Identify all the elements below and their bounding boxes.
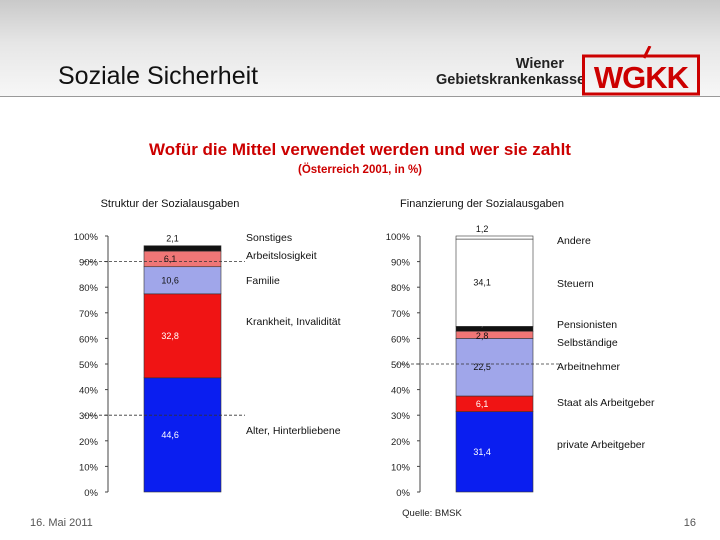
y-tick-label: 20%	[391, 437, 411, 448]
page-number: 16	[683, 517, 696, 529]
y-tick-label: 40%	[79, 386, 99, 397]
y-tick-label: 60%	[391, 334, 411, 345]
series-label: Arbeitnehmer	[557, 361, 621, 373]
y-tick-label: 10%	[391, 462, 411, 473]
bar-segment	[143, 293, 222, 379]
y-tick-label: 70%	[79, 309, 99, 320]
series-label: Sonstiges	[246, 232, 292, 244]
y-tick-label: 30%	[391, 411, 411, 422]
series-label: Pensionisten	[557, 319, 617, 331]
series-label: Andere	[557, 235, 591, 247]
y-tick-label: 100%	[74, 232, 99, 243]
brand-line-2: Gebietskrankenkasse	[436, 72, 586, 88]
bar-segment	[455, 326, 534, 332]
y-tick-label: 50%	[391, 360, 411, 371]
chart2-plot: 0% 10% 20% 30% 40% 50% 60% 70% 80% 90% 100% 31,4 pri…	[386, 224, 655, 499]
y-tick-label: 80%	[79, 283, 99, 294]
chart-subtitle: (Österreich 2001, in %)	[298, 164, 422, 176]
bar-segment	[455, 411, 534, 493]
data-label: 44,6	[161, 430, 179, 440]
y-tick-label: 100%	[386, 232, 411, 243]
y-tick-label: 90%	[391, 258, 411, 269]
brand-line-1: Wiener	[515, 56, 564, 72]
bar-segment	[455, 235, 534, 240]
series-label: Krankheit, Invalidität	[246, 316, 341, 328]
y-tick-label: 60%	[79, 334, 99, 345]
series-label: private Arbeitgeber	[557, 439, 646, 451]
series-label: Staat als Arbeitgeber	[557, 397, 655, 409]
bar-segment	[143, 250, 222, 268]
chart1-title: Struktur der Sozialausgaben	[101, 198, 240, 210]
data-label: 10,6	[161, 275, 179, 285]
chart-headline: Wofür die Mittel verwendet werden und we…	[149, 140, 571, 159]
wgkk-logo: WGKK	[582, 46, 700, 96]
data-label: 31,4	[473, 447, 491, 457]
footer-date: 16. Mai 2011	[30, 517, 93, 529]
data-label: 1,2	[476, 224, 489, 234]
chart1-plot: 0% 10% 20% 30% 40% 50% 60% 70% 80% 90% 100% 44,6 Alt…	[74, 232, 341, 499]
bar-segment	[143, 266, 222, 295]
svg-text:WGKK: WGKK	[594, 60, 690, 95]
bar-segment	[143, 245, 222, 252]
series-label: Alter, Hinterbliebene	[246, 425, 341, 437]
bar-segment	[455, 330, 534, 339]
bar-segment	[143, 377, 222, 493]
y-tick-label: 70%	[391, 309, 411, 320]
slide-title: Soziale Sicherheit	[58, 62, 259, 90]
y-tick-label: 10%	[79, 462, 99, 473]
y-tick-label: 40%	[391, 386, 411, 397]
data-label: 22,5	[473, 362, 491, 372]
brand-name: Wiener Gebietskrankenkasse	[436, 56, 586, 88]
data-label: 32,8	[161, 331, 179, 341]
y-tick-label: 30%	[79, 411, 99, 422]
y-tick-label: 90%	[79, 258, 99, 269]
data-label: 34,1	[473, 278, 491, 288]
data-label: 2,1	[166, 234, 179, 244]
chart2-title: Finanzierung der Sozialausgaben	[400, 198, 564, 210]
bar-segment	[455, 395, 534, 412]
series-label: Familie	[246, 275, 280, 287]
y-tick-label: 50%	[79, 360, 99, 371]
y-tick-label: 0%	[396, 488, 410, 499]
source-note: Quelle: BMSK	[402, 508, 462, 519]
bar-segment	[455, 238, 534, 327]
y-tick-label: 0%	[84, 488, 98, 499]
y-tick-label: 20%	[79, 437, 99, 448]
series-label: Arbeitslosigkeit	[246, 250, 317, 262]
y-tick-label: 80%	[391, 283, 411, 294]
data-label: 2,8	[476, 331, 489, 341]
series-label: Steuern	[557, 278, 594, 290]
data-label: 6,1	[476, 399, 489, 409]
bar-segment	[455, 338, 534, 397]
header-band: Soziale Sicherheit Wiener Gebietskranken…	[0, 0, 720, 97]
data-label: 6,1	[164, 254, 177, 264]
series-label: Selbständige	[557, 337, 618, 349]
